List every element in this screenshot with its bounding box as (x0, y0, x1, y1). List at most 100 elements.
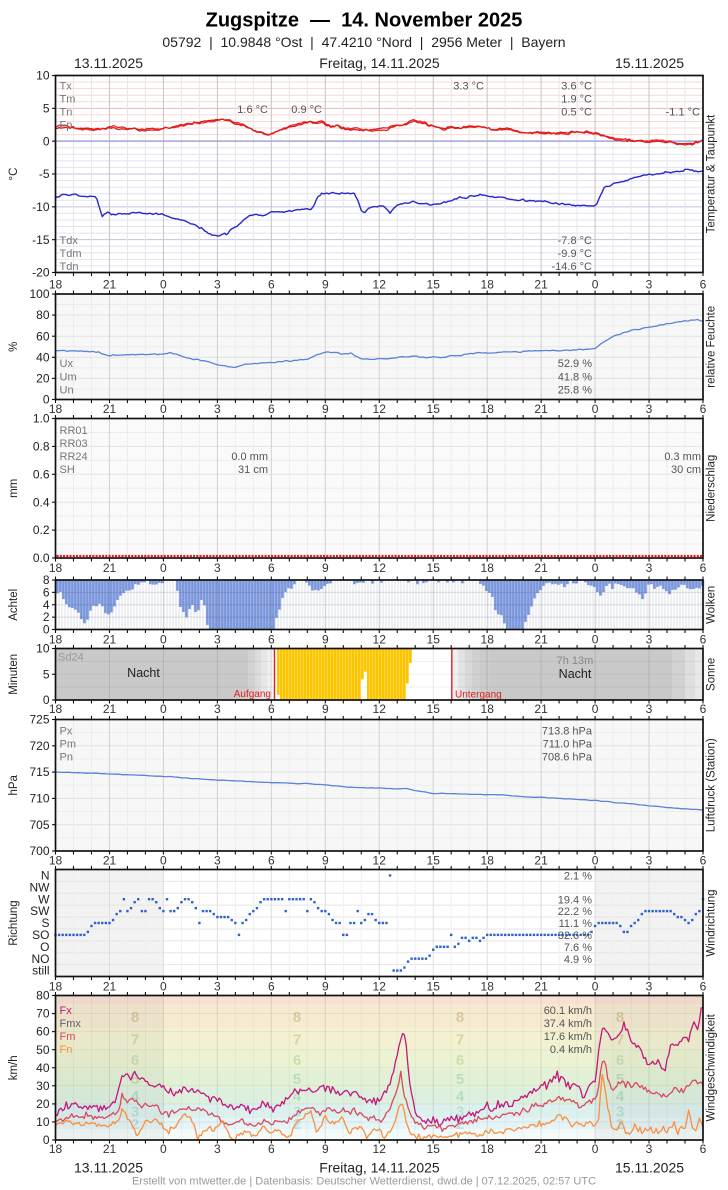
svg-text:18: 18 (49, 702, 63, 716)
svg-text:21: 21 (534, 632, 548, 646)
svg-text:3: 3 (646, 561, 653, 575)
svg-text:Fm: Fm (60, 1031, 76, 1043)
svg-text:Freitag, 14.11.2025: Freitag, 14.11.2025 (319, 55, 440, 71)
svg-text:0.2: 0.2 (33, 523, 50, 537)
svg-text:12: 12 (373, 632, 387, 646)
svg-text:60.1 km/h: 60.1 km/h (544, 1005, 592, 1017)
svg-text:3.6 °C: 3.6 °C (561, 81, 592, 93)
svg-text:6: 6 (268, 277, 275, 291)
svg-text:3: 3 (646, 702, 653, 716)
svg-text:18: 18 (49, 402, 63, 416)
svg-text:Niederschlag: Niederschlag (706, 455, 718, 522)
svg-text:22.2 %: 22.2 % (558, 906, 592, 918)
svg-text:21: 21 (103, 1142, 117, 1156)
svg-text:Minuten: Minuten (8, 654, 20, 695)
svg-text:8: 8 (131, 1009, 139, 1026)
svg-text:15: 15 (427, 853, 441, 867)
svg-text:%: % (8, 342, 20, 352)
svg-text:12: 12 (373, 853, 387, 867)
svg-text:18: 18 (481, 1142, 495, 1156)
svg-text:3: 3 (214, 632, 221, 646)
svg-text:0: 0 (592, 402, 599, 416)
svg-text:18: 18 (49, 1142, 63, 1156)
svg-text:N: N (41, 869, 50, 883)
svg-text:12: 12 (373, 402, 387, 416)
svg-text:mm: mm (8, 479, 20, 498)
svg-text:41.8 %: 41.8 % (558, 371, 592, 383)
svg-text:S: S (41, 916, 49, 930)
svg-text:0.9 °C: 0.9 °C (291, 104, 322, 116)
svg-text:2.1 %: 2.1 % (564, 871, 592, 883)
svg-text:60: 60 (36, 1025, 50, 1039)
svg-text:3: 3 (214, 702, 221, 716)
svg-text:6: 6 (43, 586, 50, 600)
svg-text:15: 15 (427, 277, 441, 291)
svg-text:10: 10 (36, 69, 50, 83)
svg-text:0: 0 (160, 853, 167, 867)
svg-text:21: 21 (103, 402, 117, 416)
svg-text:20: 20 (36, 1097, 50, 1111)
svg-text:715: 715 (29, 765, 49, 779)
svg-text:3: 3 (616, 1104, 624, 1121)
svg-text:3: 3 (214, 561, 221, 575)
svg-text:0: 0 (160, 979, 167, 993)
svg-text:3: 3 (214, 1142, 221, 1156)
svg-text:3: 3 (214, 979, 221, 993)
svg-text:18: 18 (49, 979, 63, 993)
svg-text:4: 4 (43, 598, 50, 612)
svg-text:1.6 °C: 1.6 °C (237, 104, 268, 116)
svg-text:Wolken: Wolken (706, 586, 718, 624)
svg-text:12: 12 (373, 1142, 387, 1156)
svg-text:-1.1 °C: -1.1 °C (666, 107, 700, 119)
svg-text:-15: -15 (32, 233, 50, 247)
svg-text:18: 18 (481, 277, 495, 291)
svg-text:711.0 hPa: 711.0 hPa (543, 739, 593, 751)
svg-text:18: 18 (49, 277, 63, 291)
svg-text:3: 3 (214, 277, 221, 291)
svg-text:9: 9 (322, 561, 329, 575)
svg-text:21: 21 (103, 702, 117, 716)
svg-text:RR01: RR01 (60, 425, 88, 437)
svg-text:Tx: Tx (60, 81, 73, 93)
svg-text:Nacht: Nacht (559, 667, 592, 681)
svg-text:7h 13m: 7h 13m (557, 655, 594, 667)
svg-text:Tdx: Tdx (60, 235, 79, 247)
svg-text:18: 18 (481, 632, 495, 646)
svg-text:Fn: Fn (60, 1044, 73, 1056)
svg-text:Zugspitze — 14. November 202: Zugspitze — 14. November 2025 (206, 10, 523, 32)
svg-text:713.8 hPa: 713.8 hPa (542, 726, 593, 738)
svg-text:Windgeschwindigkeit: Windgeschwindigkeit (706, 1013, 718, 1121)
svg-text:6: 6 (268, 853, 275, 867)
svg-text:Pm: Pm (60, 739, 77, 751)
svg-text:15.11.2025: 15.11.2025 (615, 55, 684, 71)
svg-text:11.1 %: 11.1 % (559, 918, 593, 930)
svg-text:15.11.2025: 15.11.2025 (615, 1159, 684, 1175)
svg-text:18: 18 (49, 561, 63, 575)
svg-text:Ux: Ux (60, 358, 74, 370)
svg-text:-7.8 °C: -7.8 °C (558, 235, 592, 247)
svg-text:0: 0 (592, 853, 599, 867)
svg-text:8: 8 (293, 1009, 301, 1026)
svg-text:708.6 hPa: 708.6 hPa (542, 752, 593, 764)
svg-text:20: 20 (36, 372, 50, 386)
svg-text:21: 21 (103, 561, 117, 575)
svg-text:5: 5 (616, 1071, 624, 1088)
svg-text:2: 2 (456, 1116, 464, 1133)
svg-text:4: 4 (293, 1088, 302, 1105)
svg-text:15: 15 (427, 1142, 441, 1156)
svg-text:3: 3 (131, 1104, 139, 1121)
svg-text:100: 100 (29, 287, 49, 301)
svg-text:21: 21 (534, 1142, 548, 1156)
svg-text:3: 3 (646, 277, 653, 291)
svg-text:18: 18 (481, 853, 495, 867)
svg-text:21: 21 (534, 402, 548, 416)
svg-text:4.9 %: 4.9 % (564, 954, 592, 966)
svg-text:0.6: 0.6 (33, 467, 50, 481)
svg-text:-5: -5 (39, 167, 50, 181)
svg-text:21: 21 (534, 561, 548, 575)
svg-text:6: 6 (700, 277, 707, 291)
svg-text:18: 18 (481, 561, 495, 575)
svg-text:3: 3 (214, 853, 221, 867)
svg-text:Richtung: Richtung (8, 900, 20, 945)
svg-text:1.0: 1.0 (33, 412, 50, 426)
